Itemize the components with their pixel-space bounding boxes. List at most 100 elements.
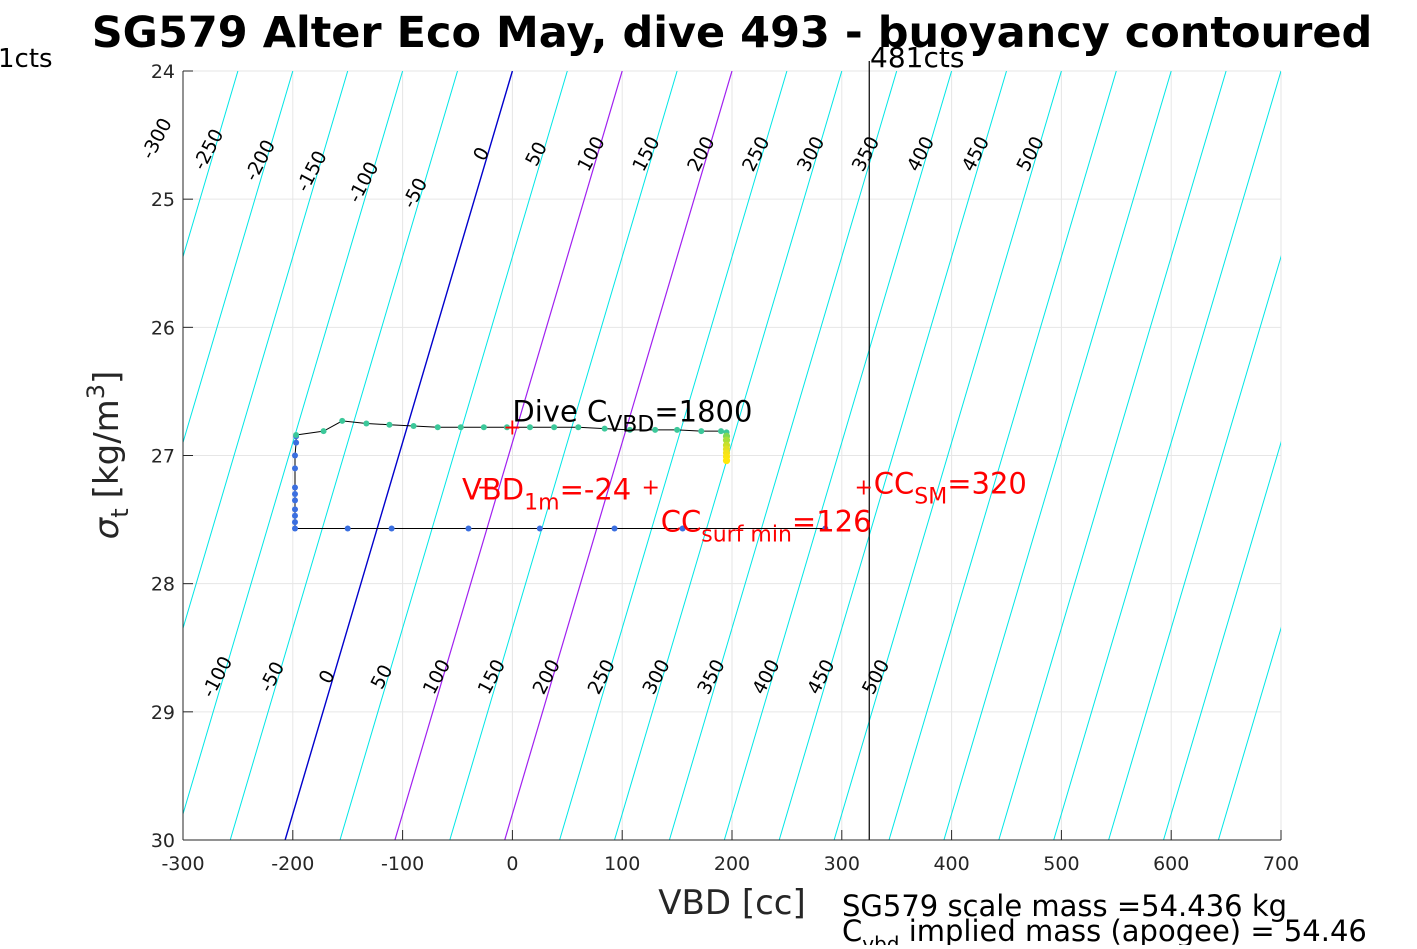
dive-track-point [291, 490, 298, 497]
chart-title: SG579 Alter Eco May, dive 493 - buoyancy… [92, 8, 1373, 58]
climb-track-point [339, 417, 346, 424]
dive-track-point [822, 525, 829, 532]
y-axis-units: [kg/m [87, 399, 127, 498]
dive-track-point [293, 439, 300, 446]
dive-track-point [291, 506, 298, 513]
dive-track-point [291, 519, 298, 526]
y-tick-label: 28 [151, 574, 175, 596]
contour-label-top: 350 [848, 133, 884, 175]
surface-point [722, 457, 731, 465]
climb-track-point [601, 425, 608, 432]
annotation-value: =-24 [560, 473, 632, 507]
contour-label-top: 500 [1012, 133, 1048, 175]
y-tick-label: 30 [151, 830, 175, 852]
implied-mass-sub: vbd [862, 932, 899, 945]
contour-label-bottom: 250 [583, 656, 619, 698]
annotation-value: =1800 [654, 394, 752, 428]
dive-track-point [291, 525, 298, 532]
right-counts-label: 481cts [870, 41, 964, 74]
contour-label-top: 400 [903, 133, 939, 175]
contour-label-bottom: 200 [529, 656, 565, 698]
contour-line [1217, 626, 1281, 840]
contour-line [723, 71, 953, 840]
contour-line [778, 71, 1007, 840]
grid [182, 70, 1282, 841]
climb-track-point [652, 426, 659, 433]
contour-line [1163, 440, 1281, 840]
left-counts-label: 1cts [0, 44, 53, 74]
x-tick-label: 400 [933, 853, 969, 875]
dive-track-point [679, 525, 686, 532]
annotation-marker: + [503, 415, 521, 440]
contour-label-top: -300 [137, 114, 177, 162]
contour-line [833, 71, 1062, 840]
climb-track-line [296, 420, 727, 436]
x-tick-label: 600 [1153, 853, 1189, 875]
climb-track-point [526, 424, 533, 431]
y-tick-label: 24 [151, 61, 175, 83]
dive-track-point [291, 484, 298, 491]
dive-track-point [291, 512, 298, 519]
climb-track-point [410, 423, 417, 430]
buoyancy-contours [183, 71, 1281, 840]
x-tick-label: 300 [824, 853, 860, 875]
dive-track-point [291, 497, 298, 504]
climb-track-point [293, 431, 300, 438]
contour-line [998, 71, 1227, 840]
annotation-sub: 1m [524, 491, 559, 516]
contour-line [284, 71, 514, 840]
contour-line [504, 71, 733, 840]
scale-mass-text: SG579 scale mass =54.436 kg [842, 889, 1287, 923]
y-axis-units-sup: 3 [82, 384, 110, 399]
contour-label-bottom: 150 [474, 656, 510, 698]
climb-track-point [434, 424, 441, 431]
x-tick-label: 0 [506, 853, 518, 875]
climb-track-point [457, 424, 464, 431]
annotation-marker: + [855, 476, 873, 501]
climb-track-point [363, 420, 370, 427]
contour-label-bottom: 450 [803, 656, 839, 698]
implied-mass-prefix: C [842, 914, 862, 945]
x-tick-label: 200 [714, 853, 750, 875]
climb-track-point [503, 424, 510, 431]
contour-label-top: -250 [189, 125, 229, 173]
x-tick-label: 100 [604, 853, 640, 875]
contour-line [449, 71, 678, 840]
x-axis-label: VBD [cc] [658, 883, 806, 923]
climb-track-point [551, 424, 558, 431]
contour-label-top: 250 [738, 133, 774, 175]
dive-track-point [611, 525, 618, 532]
contour-line [339, 71, 568, 840]
contour-label-bottom: 400 [748, 656, 784, 698]
climb-track-point [320, 428, 327, 435]
annotation-marker: + [642, 476, 660, 501]
contour-label-bottom: -100 [198, 653, 238, 701]
x-tick-label: -200 [271, 853, 314, 875]
implied-mass-text: Cvbd implied mass (apogee) = 54.46 [842, 914, 1367, 945]
annotation-sub: VBD [607, 412, 654, 437]
contour-line [229, 71, 458, 840]
contour-line [559, 71, 788, 840]
annotation-main: CC [661, 505, 702, 539]
contour-line [888, 71, 1117, 840]
annotation-main: Dive C [512, 394, 607, 428]
contour-line [668, 71, 898, 840]
y-axis-label: σt [kg/m3] [82, 371, 134, 540]
annotation-main: CC [874, 467, 915, 501]
y-tick-label: 26 [151, 317, 175, 339]
contour-label-top: -50 [398, 174, 432, 212]
annotation-sub: SM [914, 485, 947, 510]
climb-track-point [575, 424, 582, 431]
contour-label-top: 300 [793, 133, 829, 175]
annotation-value: =320 [947, 467, 1027, 501]
surface-point [722, 436, 731, 444]
x-tick-label: -100 [381, 853, 424, 875]
contour-line [183, 71, 404, 816]
contour-label-top: -200 [240, 136, 280, 184]
contour-label-top: 100 [573, 133, 609, 175]
contour-line [1053, 71, 1281, 840]
dive-track-point [291, 452, 298, 459]
contour-line [943, 71, 1172, 840]
y-tick-label: 25 [151, 189, 175, 211]
y-tick-label: 29 [151, 702, 175, 724]
